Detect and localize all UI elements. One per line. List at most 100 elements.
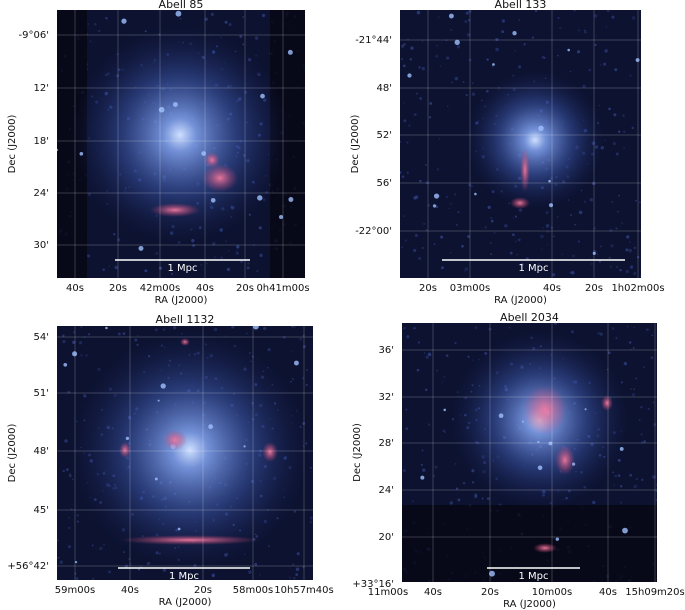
star [79,151,84,156]
noise [467,355,470,358]
x-tick-label: 10h57m40s [274,585,333,596]
noise [449,501,453,505]
y-tick-label: 12' [34,83,49,94]
noise [615,337,618,340]
y-axis-label: Dec (J2000) [7,115,18,174]
noise [429,354,432,356]
noise [614,474,618,478]
x-tick-label: 20s [481,587,499,598]
noise [617,474,621,477]
noise [635,377,638,380]
noise [401,44,405,48]
noise [443,376,446,378]
noise [520,263,524,267]
noise [450,28,453,32]
noise [454,463,457,465]
star [548,441,553,446]
noise [622,114,625,117]
noise [400,140,401,143]
noise [467,19,471,22]
noise [246,266,250,270]
noise [419,97,423,100]
noise [633,326,636,329]
noise [512,233,515,237]
noise [455,487,459,490]
panel-title: Abell 85 [159,0,204,11]
noise [501,30,505,34]
noise [433,474,435,477]
noise [74,572,77,575]
noise [504,224,508,228]
noise [72,331,76,334]
noise [291,351,293,353]
noise [122,332,126,335]
star [619,447,624,451]
noise [292,563,295,566]
noise [267,347,271,352]
noise [641,478,644,482]
noise [495,37,499,42]
noise [616,266,618,268]
x-tick-label: 20s [194,585,212,596]
noise [514,50,516,52]
sky-image [402,323,657,582]
noise [210,12,214,16]
noise [611,327,615,330]
noise [493,232,496,234]
x-tick-label: 40s [121,585,139,596]
noise [296,552,300,556]
star [420,475,425,480]
x-tick-label: 40s [599,587,617,598]
star [252,326,259,330]
noise [423,352,426,354]
star [512,31,517,36]
noise [655,499,657,501]
noise [559,26,562,30]
y-axis-label: Dec (J2000) [352,423,363,482]
y-tick-label: -22°00' [355,226,392,237]
noise [619,269,622,272]
noise [623,362,628,366]
noise [214,256,216,258]
panel: 1 Mpc Abell 2034 11m00s 40s 20s 10m00s 40s 15h0… [352,311,685,610]
noise [509,251,513,255]
radio-emission [555,445,575,475]
y-tick-label: +33°16' [352,579,394,590]
noise [617,210,619,213]
noise [70,508,73,511]
noise [623,130,626,133]
x-tick-label: 20s [109,283,127,294]
radio-emission [533,543,557,553]
noise [290,380,292,383]
noise [635,199,637,202]
noise [403,327,406,330]
noise [631,16,636,20]
noise [435,54,439,58]
star [74,561,78,564]
noise [438,137,441,140]
noise [292,576,296,580]
radio-emission [120,535,260,545]
noise [228,249,230,252]
noise [600,64,602,66]
noise [618,194,620,197]
noise [471,92,476,96]
noise [595,35,598,37]
noise [486,58,489,61]
noise [487,205,491,210]
noise [468,58,472,62]
noise [78,341,83,345]
y-tick-label: 24' [34,188,49,199]
noise [448,207,450,210]
noise [611,15,615,19]
noise [226,267,231,272]
noise [490,253,493,256]
noise [413,248,417,253]
noise [220,256,223,259]
x-tick-label: 10m00s [532,587,572,598]
noise [239,35,243,38]
y-axis-label: Dec (J2000) [350,115,361,174]
x-tick-label: 58m00s [233,585,273,596]
star [158,106,165,113]
noise [447,105,449,107]
